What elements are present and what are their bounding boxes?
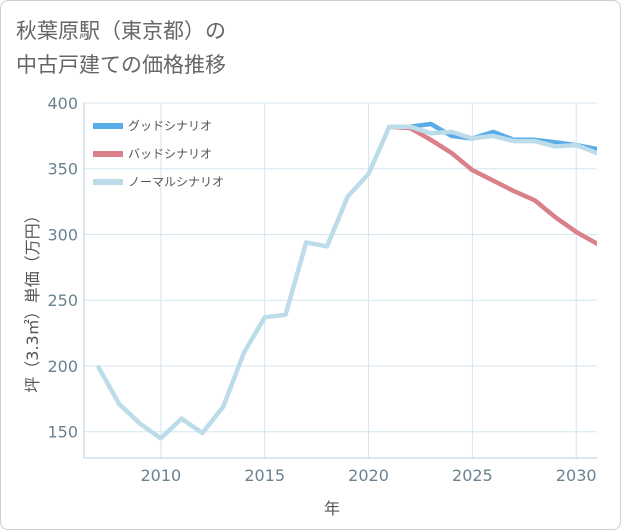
x-axis-title: 年	[324, 499, 340, 518]
gridlines	[84, 102, 597, 458]
legend-label: バッドシナリオ	[128, 147, 212, 161]
y-tick-label: 350	[47, 160, 78, 179]
x-tick-label: 2015	[244, 466, 285, 485]
chart-title-line-1: 秋葉原駅（東京都）の	[16, 19, 226, 43]
chart-title: 秋葉原駅（東京都）の 中古戸建ての価格推移	[16, 14, 226, 82]
chart-title-line-2: 中古戸建ての価格推移	[16, 53, 226, 77]
y-axis-title: 坪（3.3㎡）単価（万円）	[23, 207, 42, 392]
y-tick-label: 200	[47, 357, 78, 376]
y-tick-label: 150	[47, 423, 78, 442]
series-lines	[96, 121, 597, 441]
series-line-2	[387, 124, 597, 246]
axes	[83, 103, 597, 459]
legend-swatch	[93, 123, 123, 129]
x-tick-label: 2030	[556, 466, 597, 485]
y-tick-label: 400	[47, 94, 78, 113]
tick-labels: 2010 2015 2020 2025 2030 150 200 250 300 350 400	[47, 94, 596, 485]
legend-label: グッドシナリオ	[128, 119, 212, 133]
legend-swatch	[93, 179, 123, 185]
legend-swatch	[93, 151, 123, 157]
x-tick-label: 2020	[348, 466, 389, 485]
y-tick-label: 250	[47, 291, 78, 310]
x-tick-label: 2025	[452, 466, 493, 485]
series-line-1	[387, 121, 597, 152]
y-tick-label: 300	[47, 225, 78, 244]
x-tick-label: 2010	[140, 466, 181, 485]
legend-label: ノーマルシナリオ	[128, 175, 224, 189]
series-line-3	[96, 124, 597, 441]
